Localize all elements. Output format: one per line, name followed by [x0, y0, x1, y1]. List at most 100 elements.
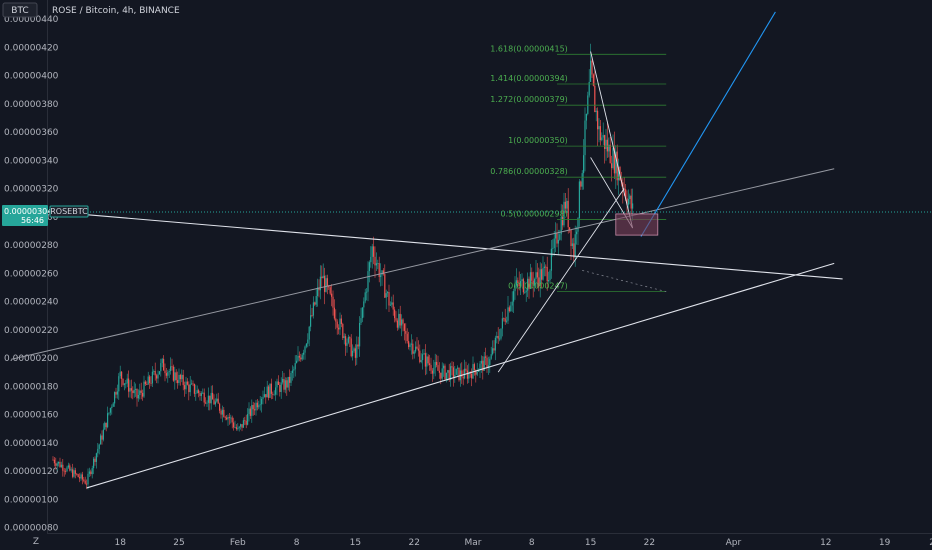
x-axis[interactable]: 18 25 Feb 8 15 22 Mar 8 15 22 Apr 12 19 25 [114, 538, 932, 548]
candle-body [168, 371, 170, 373]
candle-body [520, 281, 522, 287]
candle-body [616, 151, 618, 181]
candle-body [217, 398, 219, 404]
candle-body [203, 392, 205, 403]
candle-body [135, 388, 137, 390]
candle-body [132, 390, 134, 394]
candle-body [528, 278, 530, 289]
candle-body [321, 276, 323, 279]
candle-body [69, 465, 71, 471]
resistance-trendline [10, 207, 843, 280]
candle-body [525, 290, 527, 293]
candle-body [191, 383, 193, 385]
candle-body [531, 272, 533, 281]
candle-body [385, 293, 387, 298]
candle-body [556, 232, 558, 244]
x-tick-label: 15 [585, 538, 596, 548]
candle-body [536, 272, 538, 278]
candle-body [409, 344, 411, 348]
candle-body [247, 414, 249, 425]
candle-body [396, 320, 398, 328]
fib-level-label: 1.414(0.00000394) [490, 74, 568, 83]
candle-body [263, 394, 265, 397]
candle-body [336, 321, 338, 328]
candle-body [84, 480, 86, 484]
candle-body [490, 354, 492, 359]
candle-body [116, 391, 118, 395]
price-tag: 0.00000304 56:46 ROSEBTC [2, 205, 89, 226]
candle-body [384, 274, 386, 298]
candle-body [535, 272, 537, 279]
candle-body [399, 313, 401, 326]
y-tick-label: 0.00000280 [4, 241, 59, 251]
candle-body [115, 392, 117, 395]
candle-body [406, 333, 408, 342]
candle-body [149, 376, 151, 383]
candle-body [514, 285, 516, 292]
timezone-badge-text: Z [33, 537, 39, 547]
candle-body [487, 365, 489, 368]
candle-body [234, 427, 236, 429]
candle-body [252, 405, 254, 410]
x-tick-label: 19 [879, 538, 891, 548]
candle-body [500, 328, 502, 339]
candle-body [585, 113, 587, 121]
candle-body [401, 319, 403, 326]
y-tick-label: 0.00000320 [4, 185, 59, 195]
y-axis[interactable]: 0.00000440 0.00000420 0.00000400 0.00000380… [4, 15, 59, 534]
candle-body [174, 372, 176, 381]
candle-body [359, 322, 361, 347]
candle-body [93, 458, 95, 469]
x-tick-label: 18 [114, 538, 126, 548]
candle-body [298, 355, 300, 358]
candle-body [408, 341, 410, 348]
candle-body [210, 392, 212, 404]
timezone-badge[interactable]: Z [33, 537, 39, 547]
candle-body [109, 408, 111, 413]
channel-trendline [10, 168, 835, 360]
candle-body [255, 402, 257, 411]
candle-body [178, 374, 180, 384]
candle-body [72, 469, 74, 477]
candle-body [429, 363, 431, 366]
candle-body [555, 232, 557, 239]
candle-body [492, 348, 494, 355]
candle-body [300, 357, 302, 360]
candle-body [185, 381, 187, 390]
candle-body [307, 339, 309, 344]
candle-body [62, 464, 64, 471]
candle-body [121, 371, 123, 379]
candle-body [364, 292, 366, 302]
candle-body [242, 420, 244, 428]
candle-body [527, 278, 529, 291]
candle-body [443, 365, 445, 369]
candle-body [297, 355, 299, 361]
candle-body [114, 392, 116, 404]
candle-body [230, 417, 232, 419]
candle-body [599, 126, 601, 141]
candle-body [333, 307, 335, 319]
x-tick-label: Apr [726, 538, 742, 548]
candle-body [595, 110, 597, 113]
candle-body [268, 386, 270, 398]
candle-body [349, 337, 351, 339]
candle-body [167, 372, 169, 376]
candle-body [438, 370, 440, 373]
candle-body [100, 435, 102, 445]
candle-body [503, 318, 505, 320]
candle-body [483, 356, 485, 371]
candle-body [371, 246, 373, 257]
candle-body [186, 381, 188, 385]
candle-body [560, 216, 562, 235]
candle-body [139, 390, 141, 395]
x-tick-label: 22 [644, 538, 655, 548]
price-tag-badge [2, 205, 48, 226]
candle-body [224, 416, 226, 418]
y-tick-label: 0.00000180 [4, 382, 59, 392]
candle-body [60, 464, 62, 468]
candle-body [553, 238, 555, 249]
candle-body [296, 360, 298, 364]
currency-badge[interactable] [2, 2, 38, 18]
